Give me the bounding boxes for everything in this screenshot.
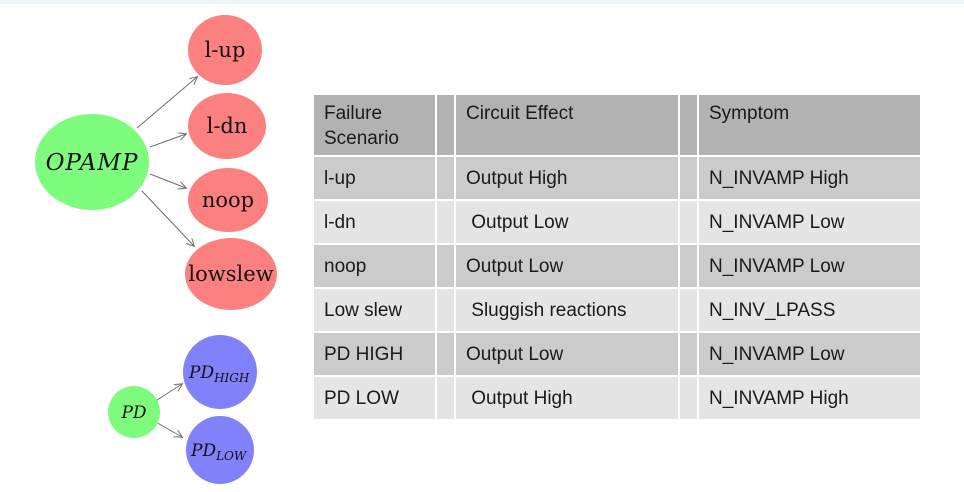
arrow-opamp-to-lowslew [141,190,194,246]
table-row: noop Output Low N_INVAMP Low [314,245,920,287]
cell-spacer [437,289,454,331]
cell-effect: Output Low [456,201,678,243]
cell-symptom: N_INVAMP High [699,157,920,199]
failure-node-lowslew: lowslew [185,238,277,310]
cell-symptom: N_INVAMP Low [699,201,920,243]
cell-spacer [437,245,454,287]
pd-node: PD [108,386,160,438]
cell-scenario: l-up [314,157,435,199]
cell-symptom: N_INV_LPASS [699,289,920,331]
cell-spacer [437,377,454,419]
cell-effect: Sluggish reactions [456,289,678,331]
cell-effect: Output Low [456,333,678,375]
pd-low-node: PDLOW [186,416,254,484]
cell-symptom: N_INVAMP Low [699,245,920,287]
cell-spacer [680,377,697,419]
cell-symptom: N_INVAMP Low [699,333,920,375]
cell-spacer [680,333,697,375]
header-circuit-effect: Circuit Effect [456,95,678,155]
cell-effect: Output High [456,157,678,199]
cell-scenario: PD HIGH [314,333,435,375]
failure-node-l-dn-label: l-dn [207,114,248,138]
failure-node-lowslew-label: lowslew [188,262,273,286]
failure-mode-diagram: OPAMP l-up l-dn noop lowslew PD PDH [35,15,277,484]
arrow-opamp-to-l-up [136,77,197,129]
failure-node-l-dn: l-dn [188,93,266,159]
header-spacer-1 [437,95,454,155]
arrow-opamp-to-noop [149,173,186,188]
table-row: Low slew Sluggish reactions N_INV_LPASS [314,289,920,331]
cell-spacer [680,245,697,287]
top-border-strip [0,0,964,4]
arrow-pd-to-pdlow [153,420,182,437]
arrow-opamp-to-l-dn [149,134,186,148]
cell-spacer [437,333,454,375]
pd-low-node-label: PDLOW [190,441,248,463]
failure-node-noop-label: noop [202,188,254,212]
opamp-node-label: OPAMP [46,150,139,176]
table-row: PD LOW Output High N_INVAMP High [314,377,920,419]
cell-scenario: noop [314,245,435,287]
header-symptom: Symptom [699,95,920,155]
cell-spacer [680,201,697,243]
pd-high-node-label: PDHIGH [188,363,250,385]
table-row: l-dn Output Low N_INVAMP Low [314,201,920,243]
arrow-pd-to-pdhigh [153,384,182,403]
header-failure-scenario: Failure Scenario [314,95,435,155]
failure-node-l-up: l-up [188,15,262,85]
cell-symptom: N_INVAMP High [699,377,920,419]
opamp-node: OPAMP [35,114,149,210]
failure-node-noop: noop [188,168,268,232]
table-row: PD HIGH Output Low N_INVAMP Low [314,333,920,375]
table-row: l-up Output High N_INVAMP High [314,157,920,199]
cell-spacer [680,289,697,331]
cell-scenario: l-dn [314,201,435,243]
header-spacer-2 [680,95,697,155]
failure-node-l-up-label: l-up [205,38,246,62]
pd-high-node: PDHIGH [183,335,257,409]
cell-effect: Output Low [456,245,678,287]
cell-spacer [437,201,454,243]
pd-tree-arrows [153,384,182,437]
cell-spacer [680,157,697,199]
cell-scenario: PD LOW [314,377,435,419]
table-header-row: Failure Scenario Circuit Effect Symptom [314,95,920,155]
cell-effect: Output High [456,377,678,419]
opamp-tree-arrows [136,77,197,246]
cell-scenario: Low slew [314,289,435,331]
pd-node-label: PD [120,403,146,423]
failure-table: Failure Scenario Circuit Effect Symptom … [312,93,922,421]
cell-spacer [437,157,454,199]
